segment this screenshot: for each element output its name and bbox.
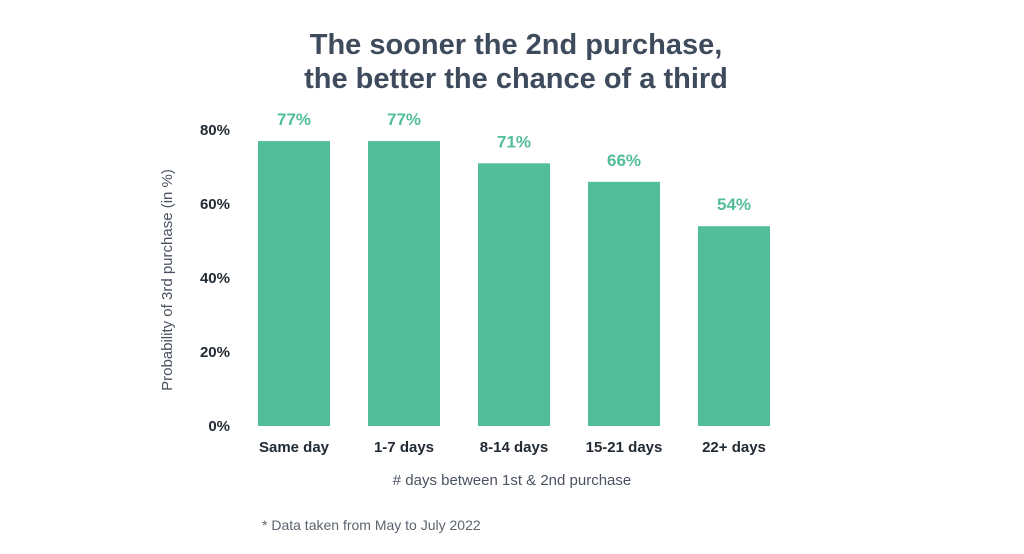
y-tick-label: 60% bbox=[200, 196, 230, 213]
bar-value-label: 71% bbox=[497, 132, 531, 151]
y-tick-label: 80% bbox=[200, 122, 230, 139]
x-axis-categories: Same day 1-7 days 8-14 days 15-21 days 22+ d… bbox=[259, 439, 766, 456]
bar bbox=[478, 163, 550, 427]
bars-group bbox=[258, 141, 770, 427]
bar-value-label: 77% bbox=[277, 110, 311, 129]
value-labels-group: 77% 77% 71% 66% 54% bbox=[277, 110, 751, 214]
bar-value-label: 54% bbox=[717, 195, 751, 214]
y-axis-title: Probability of 3rd purchase (in %) bbox=[159, 169, 176, 391]
bar bbox=[368, 141, 440, 426]
bar-value-label: 66% bbox=[607, 151, 641, 170]
chart-title-line-1: The sooner the 2nd purchase, bbox=[310, 29, 723, 61]
bar bbox=[258, 141, 330, 426]
x-axis-title: # days between 1st & 2nd purchase bbox=[393, 472, 632, 489]
x-tick-label: Same day bbox=[259, 439, 330, 456]
x-tick-label: 1-7 days bbox=[374, 439, 434, 456]
bar-value-label: 77% bbox=[387, 110, 421, 129]
y-tick-label: 0% bbox=[208, 418, 230, 435]
bar bbox=[698, 226, 770, 426]
bar bbox=[588, 181, 660, 426]
y-tick-label: 40% bbox=[200, 270, 230, 287]
x-tick-label: 22+ days bbox=[702, 439, 766, 456]
x-tick-label: 8-14 days bbox=[480, 439, 548, 456]
chart-title-line-2: the better the chance of a third bbox=[304, 63, 728, 95]
x-tick-label: 15-21 days bbox=[586, 439, 663, 456]
y-axis-ticks: 0% 20% 40% 60% 80% bbox=[200, 122, 230, 435]
y-tick-label: 20% bbox=[200, 344, 230, 361]
footnote: * Data taken from May to July 2022 bbox=[262, 517, 481, 533]
